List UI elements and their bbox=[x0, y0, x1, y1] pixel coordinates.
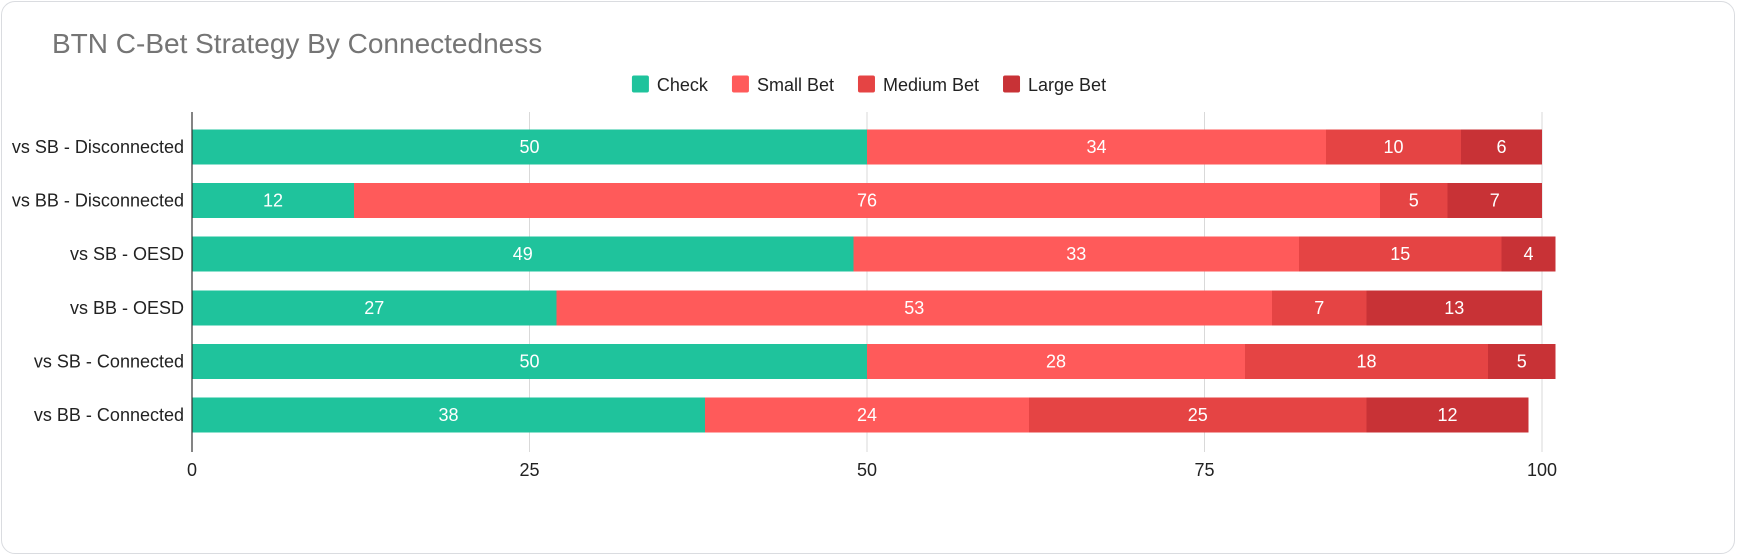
data-labels: 50 34 10 6 12 76 5 7 49 33 15 4 27 53 7 13 50 28 18 5 38 24 25… bbox=[263, 137, 1534, 425]
bar-segment bbox=[556, 290, 1272, 326]
bar-segment bbox=[192, 397, 705, 433]
data-label: 12 bbox=[263, 191, 283, 211]
data-label: 4 bbox=[1523, 244, 1533, 264]
data-label: 34 bbox=[1086, 137, 1106, 157]
bar-segment bbox=[705, 397, 1029, 433]
legend-swatch bbox=[731, 75, 749, 93]
data-label: 18 bbox=[1356, 352, 1376, 372]
bar-segment bbox=[1029, 397, 1367, 433]
gridlines bbox=[529, 112, 1543, 452]
data-label: 25 bbox=[1188, 405, 1208, 425]
data-label: 10 bbox=[1383, 137, 1403, 157]
bar-segment bbox=[192, 183, 354, 218]
bar-segment bbox=[1299, 236, 1502, 272]
bar-segment bbox=[192, 129, 867, 165]
data-label: 5 bbox=[1409, 191, 1419, 211]
legend-label: Small Bet bbox=[757, 75, 834, 95]
data-label: 7 bbox=[1314, 298, 1324, 318]
legend-swatch bbox=[1003, 75, 1021, 93]
category-label: vs BB - Connected bbox=[34, 405, 184, 425]
bar-segment bbox=[192, 236, 854, 272]
category-label: vs SB - Connected bbox=[34, 352, 184, 372]
data-label: 50 bbox=[519, 137, 539, 157]
bar-segment bbox=[1272, 290, 1367, 326]
data-label: 6 bbox=[1496, 137, 1506, 157]
x-tick-label: 100 bbox=[1527, 460, 1557, 480]
x-tick-label: 25 bbox=[519, 460, 539, 480]
category-labels: vs SB - Disconnected vs BB - Disconnected… bbox=[12, 137, 184, 425]
legend-item: Check bbox=[631, 75, 709, 95]
data-label: 27 bbox=[364, 298, 384, 318]
data-label: 5 bbox=[1517, 352, 1527, 372]
bar-segment bbox=[1488, 344, 1556, 379]
data-label: 24 bbox=[857, 405, 877, 425]
bars bbox=[192, 129, 1556, 433]
x-tick-labels: 0 25 50 75 100 bbox=[187, 460, 1557, 480]
x-tick-label: 0 bbox=[187, 460, 197, 480]
legend-label: Medium Bet bbox=[883, 75, 979, 95]
data-label: 28 bbox=[1046, 352, 1066, 372]
bar-segment bbox=[192, 290, 557, 326]
data-label: 15 bbox=[1390, 244, 1410, 264]
legend-item: Large Bet bbox=[1003, 75, 1106, 95]
data-label: 7 bbox=[1490, 191, 1500, 211]
bar-segment bbox=[1380, 183, 1448, 218]
legend-item: Medium Bet bbox=[857, 75, 979, 95]
legend-item: Small Bet bbox=[731, 75, 834, 95]
bar-segment bbox=[192, 344, 867, 379]
data-label: 13 bbox=[1444, 298, 1464, 318]
bar-segment bbox=[1447, 183, 1542, 218]
bar-segment bbox=[867, 129, 1326, 165]
legend-label: Large Bet bbox=[1028, 75, 1106, 95]
bar-segment bbox=[1326, 129, 1461, 165]
data-label: 53 bbox=[904, 298, 924, 318]
x-tick-label: 75 bbox=[1194, 460, 1214, 480]
bar-segment bbox=[1245, 344, 1488, 379]
bar-segment bbox=[853, 236, 1299, 272]
chart-title: BTN C-Bet Strategy By Connectedness bbox=[52, 28, 543, 59]
legend-swatch bbox=[631, 75, 649, 93]
data-label: 76 bbox=[857, 191, 877, 211]
bar-segment bbox=[354, 183, 1380, 218]
bar-segment bbox=[1461, 129, 1542, 165]
category-label: vs SB - Disconnected bbox=[12, 137, 184, 157]
data-label: 49 bbox=[513, 244, 533, 264]
bar-segment bbox=[1501, 236, 1556, 272]
data-label: 12 bbox=[1437, 405, 1457, 425]
x-tick-label: 50 bbox=[857, 460, 877, 480]
legend: Check Small Bet Medium Bet Large Bet bbox=[631, 75, 1106, 95]
bar-segment bbox=[1366, 397, 1529, 433]
data-label: 50 bbox=[519, 352, 539, 372]
category-label: vs SB - OESD bbox=[70, 244, 184, 264]
category-label: vs BB - OESD bbox=[70, 298, 184, 318]
legend-label: Check bbox=[657, 75, 709, 95]
category-label: vs BB - Disconnected bbox=[12, 191, 184, 211]
legend-swatch bbox=[857, 75, 875, 93]
data-label: 33 bbox=[1066, 244, 1086, 264]
bar-segment bbox=[867, 344, 1245, 379]
data-label: 38 bbox=[438, 405, 458, 425]
bar-segment bbox=[1366, 290, 1542, 326]
